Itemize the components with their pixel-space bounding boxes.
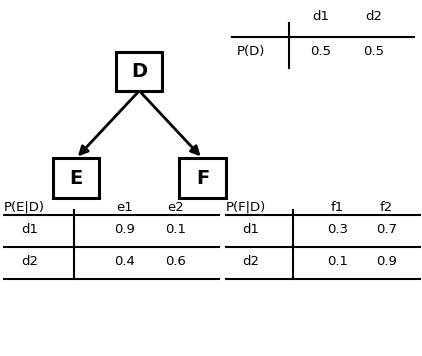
Text: 0.9: 0.9 — [376, 255, 397, 268]
FancyBboxPatch shape — [179, 158, 226, 198]
Text: 0.7: 0.7 — [376, 223, 397, 236]
Text: f2: f2 — [379, 200, 393, 214]
Text: d2: d2 — [365, 10, 382, 23]
Text: 0.6: 0.6 — [165, 255, 186, 268]
Text: 0.1: 0.1 — [165, 223, 186, 236]
Text: d2: d2 — [243, 255, 260, 268]
Text: D: D — [131, 62, 147, 81]
Text: F: F — [196, 168, 209, 188]
Text: 0.5: 0.5 — [363, 45, 384, 58]
Text: e2: e2 — [167, 200, 184, 214]
Text: P(E|D): P(E|D) — [4, 200, 45, 214]
Text: 0.9: 0.9 — [114, 223, 135, 236]
Text: e1: e1 — [116, 200, 133, 214]
Text: d1: d1 — [243, 223, 260, 236]
Text: E: E — [69, 168, 83, 188]
Text: 0.4: 0.4 — [114, 255, 135, 268]
Text: P(D): P(D) — [236, 45, 265, 58]
Text: d1: d1 — [21, 223, 38, 236]
FancyBboxPatch shape — [53, 158, 99, 198]
Text: P(F|D): P(F|D) — [226, 200, 266, 214]
Text: 0.5: 0.5 — [310, 45, 331, 58]
FancyBboxPatch shape — [116, 52, 162, 91]
Text: 0.1: 0.1 — [327, 255, 348, 268]
Text: f1: f1 — [331, 200, 344, 214]
Text: d1: d1 — [312, 10, 329, 23]
Text: d2: d2 — [21, 255, 38, 268]
Text: 0.3: 0.3 — [327, 223, 348, 236]
